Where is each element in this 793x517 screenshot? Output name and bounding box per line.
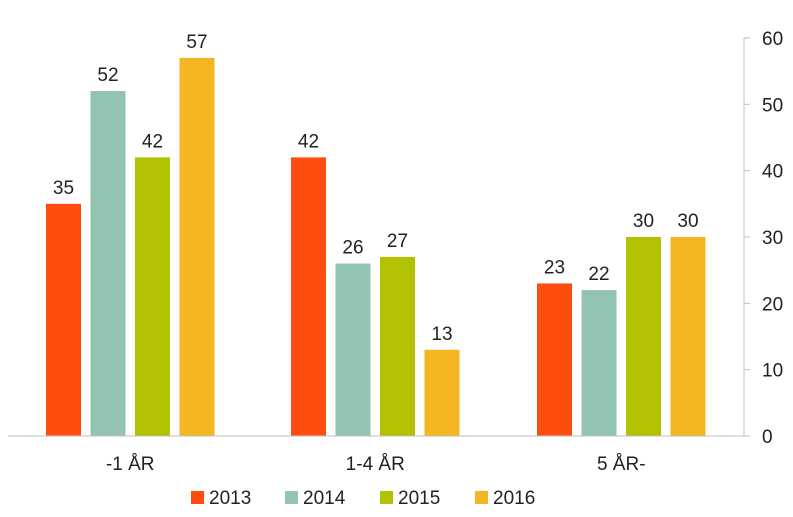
y-tick-label: 10	[762, 361, 783, 382]
bar-2013-0	[46, 203, 81, 436]
bar-2013-1	[291, 157, 326, 436]
bar-value-label: 26	[342, 238, 363, 259]
y-tick-label: 30	[762, 228, 783, 249]
bar-2014-2	[581, 290, 617, 436]
x-category-label: 1-4 ÅR	[346, 454, 405, 475]
bar-value-label: 35	[53, 178, 74, 199]
legend-swatch-2015	[380, 491, 393, 504]
bar-2016-0	[179, 57, 215, 437]
bar-value-label: 52	[97, 65, 118, 86]
y-tick-label: 20	[762, 294, 783, 315]
y-tick-label: 50	[762, 95, 783, 116]
bar-value-label: 57	[186, 32, 207, 53]
legend-swatch-2016	[475, 491, 488, 504]
bar-value-label: 30	[633, 211, 654, 232]
x-category-label: -1 ÅR	[106, 454, 155, 475]
legend-swatch-2013	[191, 491, 204, 504]
bar-value-label: 30	[677, 211, 698, 232]
bar-value-label: 13	[431, 324, 452, 345]
bar-2015-2	[626, 237, 661, 436]
bar-value-label: 42	[142, 131, 163, 152]
bar-value-label: 27	[387, 231, 408, 252]
bar-value-label: 22	[588, 264, 609, 285]
legend-swatch-2014	[285, 491, 298, 504]
y-tick-label: 40	[762, 162, 783, 183]
legend-label-2013: 2013	[209, 488, 251, 509]
bar-2014-1	[335, 263, 371, 436]
x-axis-labels: -1 ÅR 1-4 ÅR 5 ÅR-	[106, 454, 646, 475]
bar-2015-1	[380, 256, 415, 436]
y-tick-label: 0	[762, 427, 773, 448]
bar-2013-2	[537, 283, 572, 436]
bar-2015-0	[135, 157, 170, 436]
bar-2014-0	[90, 91, 126, 437]
y-axis-ticks: 0 10 20 30 40 50 60	[744, 29, 783, 448]
bars-group	[46, 57, 706, 437]
x-category-label: 5 ÅR-	[597, 454, 646, 475]
legend-label-2014: 2014	[303, 488, 346, 509]
bar-value-label: 23	[544, 257, 565, 278]
y-tick-label: 60	[762, 29, 783, 50]
legend: 2013 2014 2015 2016	[191, 488, 535, 509]
bar-value-label: 42	[298, 131, 319, 152]
bar-2016-1	[424, 349, 460, 436]
legend-label-2016: 2016	[493, 488, 535, 509]
legend-label-2015: 2015	[398, 488, 440, 509]
bar-labels-group: 35 52 42 57 42 26 27 13 23 22 30 30	[53, 32, 699, 345]
bar-2016-2	[670, 237, 706, 436]
